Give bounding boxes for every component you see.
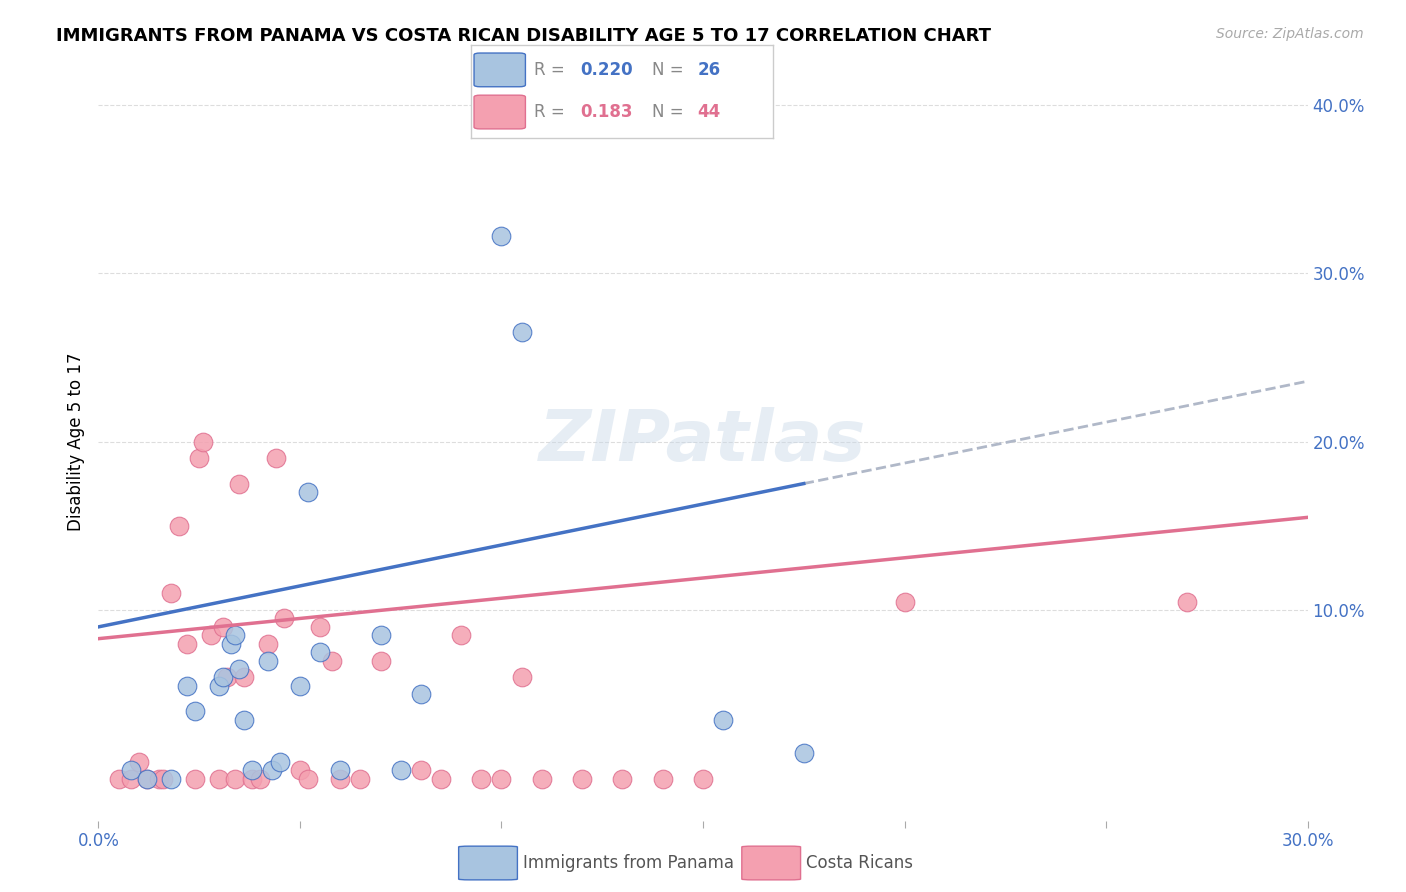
Text: Immigrants from Panama: Immigrants from Panama (523, 854, 734, 872)
Text: 0.220: 0.220 (579, 61, 633, 78)
Point (256, 637, 278, 651)
Point (256, 654, 278, 668)
Point (571, 772, 593, 786)
Text: 44: 44 (697, 103, 721, 121)
Point (184, 704, 207, 718)
Point (240, 763, 263, 777)
Point (193, 434, 215, 449)
Point (491, 229, 513, 244)
Point (228, 662, 250, 676)
Text: Source: ZipAtlas.com: Source: ZipAtlas.com (1216, 27, 1364, 41)
Point (148, 772, 170, 786)
Point (176, 679, 198, 693)
Point (160, 772, 183, 786)
Point (176, 637, 198, 651)
Point (184, 772, 207, 786)
Point (208, 679, 231, 693)
Point (1175, 594, 1198, 608)
Text: 0.183: 0.183 (579, 103, 633, 121)
Text: R =: R = (534, 103, 571, 121)
Point (612, 772, 634, 786)
Point (389, 763, 412, 777)
Point (208, 772, 231, 786)
Point (309, 620, 332, 634)
Text: N =: N = (652, 103, 689, 121)
Point (160, 586, 183, 600)
Point (692, 772, 714, 786)
Point (260, 763, 283, 777)
Point (128, 755, 150, 769)
Point (349, 772, 371, 786)
Point (450, 628, 472, 642)
Point (135, 772, 157, 786)
Point (893, 594, 915, 608)
FancyBboxPatch shape (742, 847, 800, 880)
Point (510, 325, 533, 339)
Text: 26: 26 (697, 61, 721, 78)
Y-axis label: Disability Age 5 to 17: Disability Age 5 to 17 (66, 352, 84, 531)
Point (273, 611, 295, 625)
FancyBboxPatch shape (474, 53, 526, 87)
Point (470, 772, 492, 786)
Point (240, 772, 263, 786)
Text: Costa Ricans: Costa Ricans (806, 854, 912, 872)
Point (309, 645, 332, 659)
Point (510, 670, 533, 684)
Point (288, 763, 311, 777)
Point (329, 772, 352, 786)
Point (212, 670, 235, 684)
Point (249, 772, 271, 786)
Point (711, 713, 734, 727)
Text: N =: N = (652, 61, 689, 78)
Point (120, 772, 142, 786)
Point (430, 772, 453, 786)
Point (370, 628, 392, 642)
Point (232, 713, 254, 727)
Point (188, 451, 211, 466)
Point (409, 763, 432, 777)
Point (221, 637, 243, 651)
Point (152, 772, 174, 786)
Text: R =: R = (534, 61, 571, 78)
Point (264, 451, 287, 466)
Point (329, 763, 352, 777)
Point (107, 772, 129, 786)
Text: IMMIGRANTS FROM PANAMA VS COSTA RICAN DISABILITY AGE 5 TO 17 CORRELATION CHART: IMMIGRANTS FROM PANAMA VS COSTA RICAN DI… (56, 27, 991, 45)
Point (370, 654, 392, 668)
Point (297, 485, 319, 500)
Point (224, 772, 246, 786)
Point (269, 755, 291, 769)
Text: ZIPatlas: ZIPatlas (540, 407, 866, 476)
Point (409, 687, 432, 701)
Point (120, 763, 142, 777)
Point (224, 628, 246, 642)
Point (135, 772, 157, 786)
Point (232, 670, 254, 684)
Point (228, 476, 250, 491)
Point (530, 772, 553, 786)
Point (200, 628, 222, 642)
Point (217, 670, 239, 684)
Point (167, 518, 190, 533)
Point (321, 654, 343, 668)
FancyBboxPatch shape (474, 95, 526, 129)
Point (491, 772, 513, 786)
Point (212, 620, 235, 634)
Point (288, 679, 311, 693)
Point (297, 772, 319, 786)
Point (651, 772, 673, 786)
Point (793, 746, 815, 760)
FancyBboxPatch shape (458, 847, 517, 880)
